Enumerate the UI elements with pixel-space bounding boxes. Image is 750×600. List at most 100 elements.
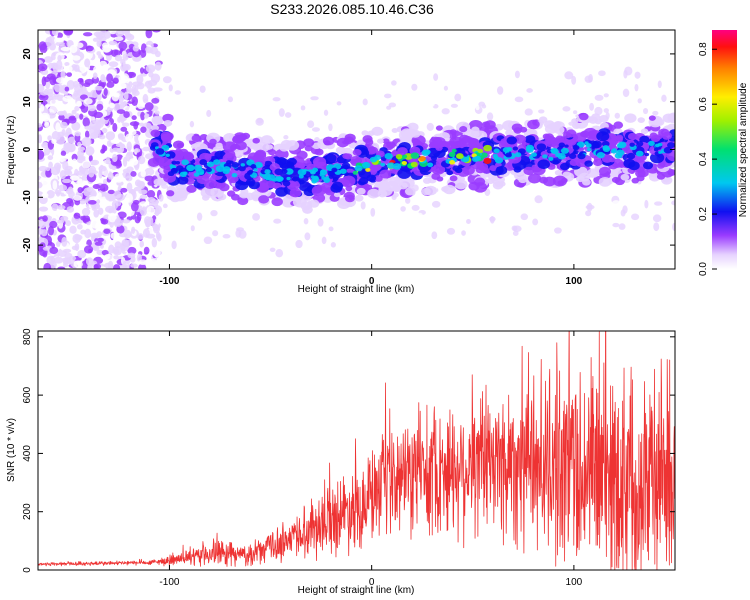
spectrogram-faint-blob <box>623 69 628 79</box>
spectrogram-noise-blob <box>118 41 128 51</box>
spectrogram-noise-blob <box>74 199 81 206</box>
spectrogram-noise-blob <box>92 72 98 80</box>
spectrogram-ridge-blob <box>505 152 512 158</box>
spectrogram-noise-blob <box>116 147 123 154</box>
spectrogram-ridge-blob <box>333 192 341 198</box>
spectrogram-ridge-blob <box>636 141 644 147</box>
spectrogram-noise-blob <box>38 149 45 160</box>
spectrogram-ridge-blob <box>240 163 245 167</box>
spectrogram-ridge-blob <box>303 138 315 147</box>
spectrogram-faint-blob <box>168 84 173 92</box>
spectrogram-faint-blob <box>162 203 168 209</box>
spectrogram-faint-blob <box>227 96 234 103</box>
spectrogram-ridge-blob <box>648 115 656 121</box>
spectrogram-noise-blob <box>40 112 51 122</box>
spectrogram-noise-blob <box>92 37 99 42</box>
spectrogram-noise-blob <box>51 203 59 211</box>
spectrogram-ridge-blob <box>333 177 339 182</box>
spectrogram-noise-blob <box>54 83 64 93</box>
spectrogram-ridge-blob <box>550 148 559 155</box>
spectrogram-faint-blob <box>255 117 264 126</box>
spectrogram-noise-blob <box>118 75 129 84</box>
spectrogram-ridge-blob <box>266 174 276 181</box>
spectrogram-ridge-blob <box>574 132 587 143</box>
spectrogram-ridge-blob <box>374 154 381 161</box>
spectrogram-noise-blob <box>146 233 156 239</box>
spectrogram-noise-blob <box>123 111 130 119</box>
spectrogram-ridge-blob <box>150 129 161 138</box>
spectrogram-ridge-blob <box>601 140 610 147</box>
spectrogram-faint-blob <box>532 218 539 226</box>
spectrogram-ridge-blob <box>513 134 527 144</box>
spectrogram-noise-blob <box>95 199 101 204</box>
spectrogram-ridge-blob <box>649 152 665 164</box>
spectrogram-noise-blob <box>98 154 107 160</box>
spectrogram-noise-blob <box>154 110 160 115</box>
spectrogram-noise-blob <box>51 138 57 145</box>
spectrogram-noise-blob <box>72 55 81 61</box>
spectrogram-ridge-blob <box>555 152 561 158</box>
spectrogram-noise-blob <box>89 196 99 201</box>
spectrogram-noise-blob <box>134 148 141 153</box>
spectrogram-ridge-blob <box>252 137 260 144</box>
spectrogram-noise-blob <box>54 189 62 195</box>
spectrogram-ridge-blob <box>240 188 249 196</box>
spectrogram-y-label: Frequency (Hz) <box>6 116 17 185</box>
spectrogram-ridge-blob <box>429 141 439 148</box>
spectrogram-ridge-blob <box>170 168 179 174</box>
spectrogram-ridge-blob <box>598 176 612 187</box>
snr-y-tick-label: 600 <box>22 386 33 403</box>
spectrogram-ridge-blob <box>477 163 489 172</box>
spectrogram-ridge-blob <box>260 135 274 145</box>
spectrogram-noise-blob <box>91 76 100 84</box>
spectrogram-faint-blob <box>564 71 574 80</box>
spectrogram-noise-blob <box>99 183 109 192</box>
spectrogram-noise-blob <box>74 234 83 241</box>
spectrogram-noise-blob <box>83 245 94 254</box>
spectrogram-noise-blob <box>139 67 145 74</box>
spectrogram-ridge-blob <box>365 167 371 172</box>
spectrogram-ridge-blob <box>366 174 377 182</box>
spectrogram-noise-blob <box>66 206 75 213</box>
spectrogram-ridge-blob <box>160 133 171 142</box>
spectrogram-noise-blob <box>48 225 55 236</box>
spectrogram-noise-blob <box>85 257 94 266</box>
spectrogram-ridge-blob <box>271 197 283 207</box>
spectrogram-noise-blob <box>71 245 79 251</box>
spectrogram-y-tick-label: 20 <box>22 48 33 60</box>
spectrogram-noise-blob <box>108 61 119 68</box>
spectrogram-noise-blob <box>114 36 124 42</box>
colorbar-tick-label: 0.4 <box>698 152 709 166</box>
spectrogram-faint-blob <box>653 222 660 232</box>
spectrogram-ridge-blob <box>150 124 159 132</box>
spectrogram-noise-blob <box>107 172 114 180</box>
spectrogram-ridge-blob <box>289 188 302 198</box>
spectrogram-ridge-blob <box>576 175 585 183</box>
spectrogram-ridge-blob <box>286 176 291 181</box>
spectrogram-ridge-blob <box>637 117 645 124</box>
spectrogram-ridge-blob <box>448 151 456 157</box>
spectrogram-noise-blob <box>69 200 74 208</box>
spectrogram-ridge-blob <box>250 164 257 169</box>
spectrogram-noise-blob <box>97 237 104 243</box>
spectrogram-ridge-blob <box>176 165 184 171</box>
spectrogram-ridge-blob <box>209 138 217 145</box>
spectrogram-ridge-blob <box>602 145 610 151</box>
spectrogram-noise-blob <box>68 256 77 261</box>
spectrogram-faint-blob <box>385 83 392 91</box>
spectrogram-noise-blob <box>142 206 147 212</box>
spectrogram-noise-blob <box>142 146 151 152</box>
spectrogram-noise-blob <box>82 32 93 37</box>
spectrogram-noise-blob <box>42 215 48 222</box>
spectrogram-noise-blob <box>44 121 50 128</box>
spectrogram-noise-blob <box>127 252 136 259</box>
spectrogram-noise-blob <box>77 146 86 151</box>
spectrogram-ridge-blob <box>586 168 600 178</box>
spectrogram-ridge-blob <box>421 149 430 156</box>
spectrogram-noise-blob <box>93 264 99 269</box>
spectrogram-faint-blob <box>411 204 420 211</box>
spectrogram-ridge-blob <box>624 113 637 123</box>
spectrogram-noise-blob <box>129 121 140 127</box>
spectrogram-noise-blob <box>77 149 85 158</box>
